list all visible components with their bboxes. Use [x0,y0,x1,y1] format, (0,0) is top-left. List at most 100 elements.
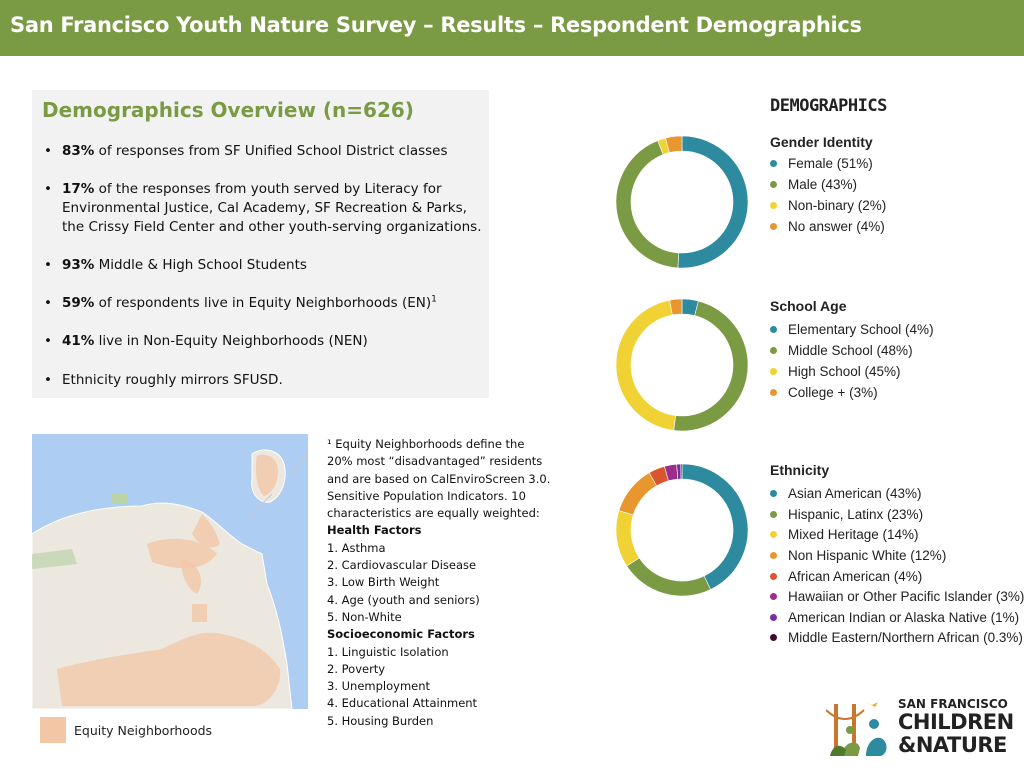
equity-legend-swatch [40,717,66,743]
bullet-icon: • [44,257,52,273]
legend-item: Non-binary (2%) [770,198,886,213]
health-factor-item: 2. Cardiovascular Disease [327,558,477,573]
health-factors-heading: Health Factors [327,523,422,538]
ethnicity-donut-chart [615,463,749,597]
legend-dot-icon [770,530,777,538]
legend-item: College + (3%) [770,385,878,400]
legend-label: Hawaiian or Other Pacific Islander (3%) [788,589,1024,604]
donut-slice-3 [615,510,640,567]
bullet-icon: • [44,295,52,311]
legend-item: African American (4%) [770,569,922,584]
legend-dot-icon [770,180,777,188]
item-text: of responses from SF Unified School Dist… [94,143,448,159]
legend-label: Male (43%) [788,177,858,192]
overview-title: Demographics Overview (n=626) [42,98,414,122]
legend-label: Non-binary (2%) [788,198,887,213]
logo-line: CHILDREN [898,710,1014,734]
legend-dot-icon [770,489,777,497]
bullet-icon: • [44,372,52,388]
item-text: of the responses from youth served by Li… [62,181,482,235]
header-bar: San Francisco Youth Nature Survey – Resu… [0,0,1024,56]
logo-line: &NATURE [898,733,1007,757]
legend-item: No answer (4%) [770,219,885,234]
sf-children-nature-logo: SAN FRANCISCO CHILDREN &NATURE [825,697,1016,758]
donut-slice-8 [680,463,683,480]
item-text: Middle & High School Students [94,257,307,273]
footnote-marker: 1 [431,294,437,305]
legend-label: American Indian or Alaska Native (1%) [788,610,1020,625]
legend-item: Female (51%) [770,156,873,171]
item-highlight: 41% [62,333,95,349]
legend-dot-icon [770,633,777,641]
school-age-title: School Age [770,298,847,314]
health-factor-item: 1. Asthma [327,540,386,555]
item-highlight: 83% [62,143,95,159]
legend-dot-icon [770,201,777,209]
legend-label: Middle Eastern/Northern African (0.3%) [788,630,1023,645]
legend-item: Hispanic, Latinx (23%) [770,507,923,522]
item-highlight: 93% [62,257,95,273]
donut-slice-3 [615,299,676,431]
item-text: live in Non-Equity Neighborhoods (NEN) [94,333,368,349]
legend-label: College + (3%) [788,385,878,400]
legend-label: Middle School (48%) [788,343,913,358]
footnote-line: characteristics are equally weighted: [327,506,540,521]
legend-label: No answer (4%) [788,219,885,234]
footnote-text: ¹ Equity Neighborhoods define the 20% mo… [327,436,572,730]
legend-dot-icon [770,367,777,375]
legend-label: Non Hispanic White (12%) [788,548,947,563]
logo-emblem-icon [825,702,887,756]
demographics-heading: DEMOGRAPHICS [770,96,887,116]
donut-slice-2 [626,557,711,597]
legend-item: American Indian or Alaska Native (1%) [770,610,1019,625]
legend-item: High School (45%) [770,364,901,379]
donut-slice-4 [665,135,683,153]
logo-wordmark: SAN FRANCISCO CHILDREN &NATURE [898,697,1014,757]
legend-dot-icon [770,388,777,396]
donut-slice-1 [677,135,749,269]
legend-dot-icon [770,592,777,600]
legend-item: Elementary School (4%) [770,322,934,337]
item-highlight: 59% [62,295,95,311]
legend-item: Asian American (43%) [770,486,922,501]
demographics-overview-panel: Demographics Overview (n=626) • 83% of r… [32,90,489,398]
school-age-donut-chart [615,298,749,432]
donut-slice-2 [615,140,680,269]
legend-label: Mixed Heritage (14%) [788,527,919,542]
legend-label: Asian American (43%) [788,486,922,501]
legend-dot-icon [770,572,777,580]
socioeconomic-factor-item: 2. Poverty [327,661,386,676]
sf-map-graphic [32,434,308,709]
legend-dot-icon [770,325,777,333]
socioeconomic-factor-item: 5. Housing Burden [327,713,434,728]
footnote-line: 20% most “disadvantaged” residents [327,454,543,469]
bullet-icon: • [44,333,52,349]
item-text: of respondents live in Equity Neighborho… [94,295,432,311]
footnote-line: Sensitive Population Indicators. 10 [327,488,526,503]
equity-neighborhoods-map [32,434,308,709]
legend-label: Elementary School (4%) [788,322,934,337]
logo-line: SAN FRANCISCO [898,697,1008,711]
donut-slice-4 [618,472,658,516]
legend-item: Middle Eastern/Northern African (0.3%) [770,630,1023,645]
legend-label: African American (4%) [788,569,923,584]
donut-slice-2 [673,300,749,432]
socioeconomic-factor-item: 4. Educational Attainment [327,696,478,711]
page-title: San Francisco Youth Nature Survey – Resu… [10,13,862,37]
legend-item: Hawaiian or Other Pacific Islander (3%) [770,589,1024,604]
legend-dot-icon [770,613,777,621]
bullet-icon: • [44,181,52,197]
health-factor-item: 4. Age (youth and seniors) [327,592,480,607]
item-highlight: 17% [62,181,95,197]
footnote-line: ¹ Equity Neighborhoods define the [327,437,525,451]
gender-identity-title: Gender Identity [770,134,873,150]
health-factor-item: 5. Non-White [327,609,402,624]
socioeconomic-factor-item: 3. Unemployment [327,679,431,694]
equity-legend-label: Equity Neighborhoods [74,723,213,738]
legend-label: High School (45%) [788,364,901,379]
bullet-icon: • [44,143,52,159]
legend-item: Male (43%) [770,177,857,192]
donut-slice-1 [681,463,749,590]
legend-dot-icon [770,222,777,230]
legend-dot-icon [770,551,777,559]
